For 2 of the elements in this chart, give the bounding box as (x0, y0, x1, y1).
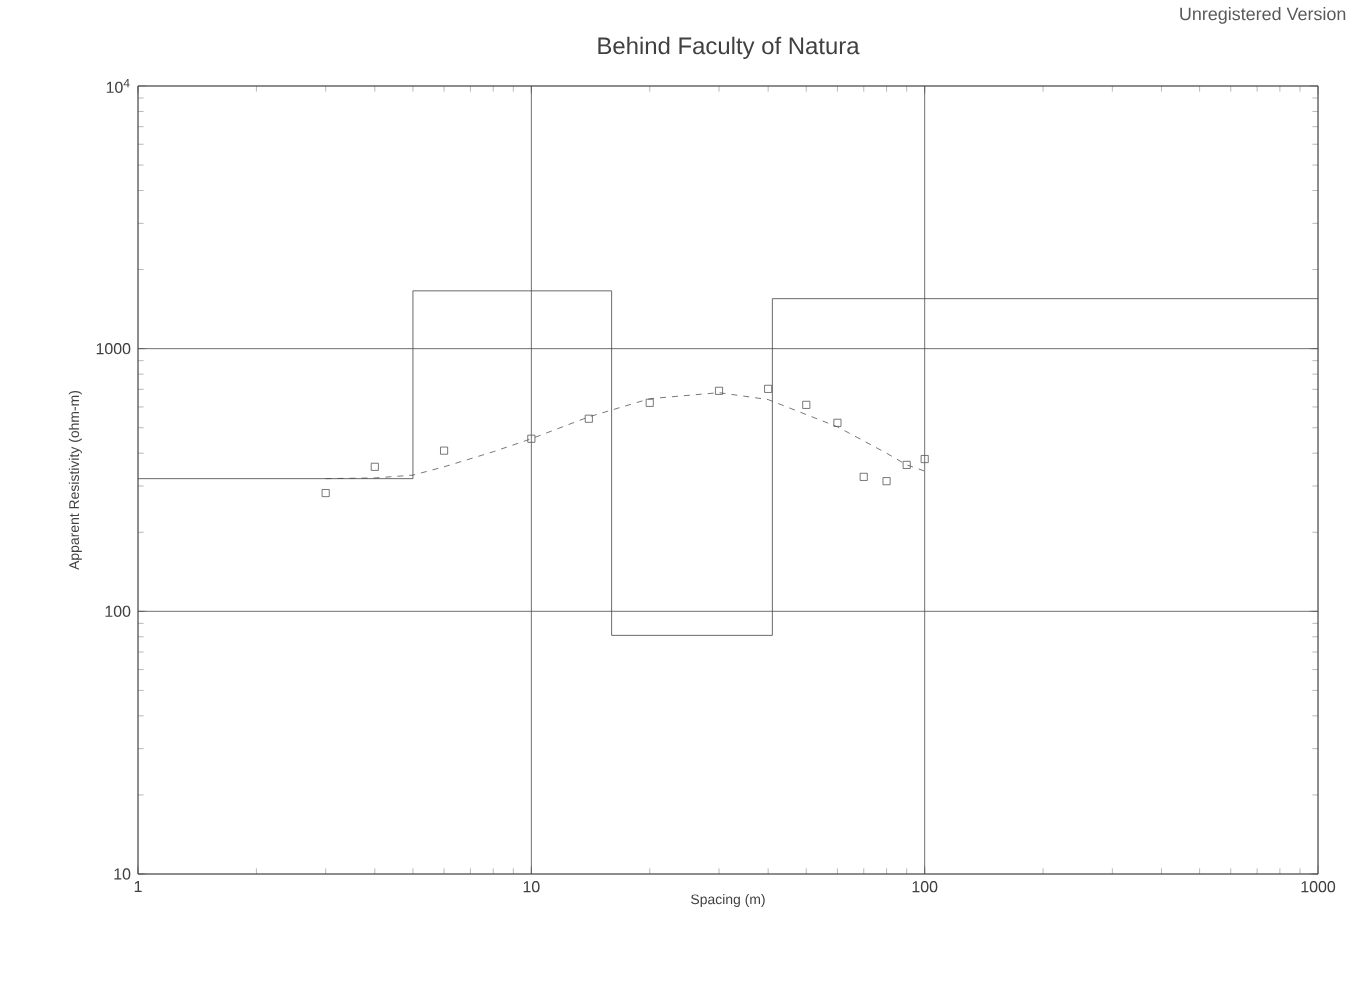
text: Unregistered Version (1180, 7, 1346, 24)
chart-title: Behind Faculty of Natura (598, 36, 860, 59)
